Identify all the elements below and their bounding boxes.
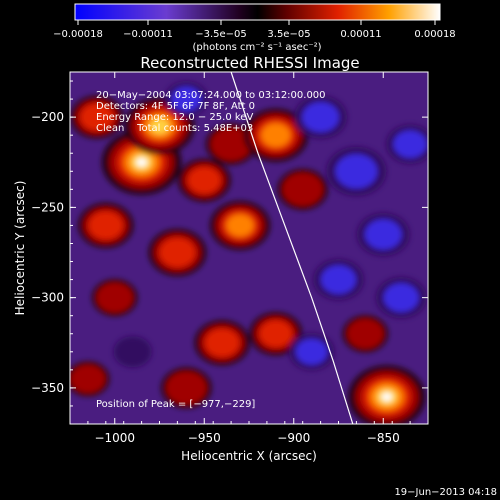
heatmap-blob [210, 200, 270, 250]
heatmap-blob [70, 95, 124, 139]
x-tick-label: −950 [188, 431, 221, 445]
colorbar-tick-label: 3.5e−05 [267, 29, 310, 40]
heatmap-blob [161, 367, 212, 409]
heatmap-blob [194, 320, 250, 366]
y-axis-label: Heliocentric Y (arcsec) [13, 181, 27, 316]
colorbar-unit-label: (photons cm⁻² s⁻¹ asec⁻²) [192, 42, 321, 53]
footer-date: 19−Jun−2013 04:18 [394, 487, 497, 498]
heatmap-blob [288, 333, 335, 371]
y-tick-label: −300 [31, 291, 64, 305]
heatmap-blob [78, 202, 134, 248]
heatmap-blob [376, 277, 427, 319]
heatmap-blob [177, 158, 231, 202]
heatmap-blob [313, 259, 364, 301]
colorbar [75, 4, 440, 20]
colorbar-tick-label: −0.00018 [53, 29, 103, 40]
heatmap-blob [326, 146, 387, 196]
y-tick-label: −250 [31, 200, 64, 214]
heatmap-blob [348, 365, 426, 424]
annotation-peak-position: Position of Peak = [−977,−229] [96, 399, 255, 410]
heatmap-blob [243, 108, 309, 162]
x-tick-label: −900 [277, 431, 310, 445]
heatmap-blob [249, 312, 303, 356]
heatmap-blob [164, 81, 208, 117]
annotation-time-range: 20−May−2004 03:07:24.000 to 03:12:00.000 [96, 90, 326, 101]
solar-limb-curve [230, 72, 354, 424]
heatmap-blob [113, 336, 152, 368]
x-tick-label: −850 [367, 431, 400, 445]
heatmap-blob [92, 279, 138, 317]
colorbar-tick-label: −0.00011 [123, 29, 173, 40]
colorbar-tick-label: 0.00011 [340, 29, 381, 40]
colorbar-tick-label: −3.5e−05 [195, 29, 247, 40]
chart-title: Reconstructed RHESSI Image [140, 54, 359, 72]
x-axis-label: Heliocentric X (arcsec) [181, 449, 317, 463]
y-tick-label: −200 [31, 110, 64, 124]
x-axis-ticks: −1000 −950 −900 −850 [69, 72, 429, 445]
annotation-clean: Clean Total counts: 5.48E+03 [96, 123, 253, 134]
y-axis-ticks: −200 −250 −300 −350 [31, 80, 428, 425]
heatmap-blob [356, 212, 410, 256]
heatmap-blob [386, 124, 428, 164]
heatmap-blob [277, 168, 328, 210]
annotation-energy-range: Energy Range: 12.0 − 25.0 keV [96, 112, 253, 123]
heatmap-blob [148, 229, 207, 277]
heatmap-blobs [70, 81, 428, 424]
annotation-detectors: Detectors: 4F 5F 6F 7F 8F, Att 0 [96, 101, 255, 112]
colorbar-tick-label: 0.00018 [414, 29, 455, 40]
x-tick-label: −1000 [94, 431, 135, 445]
heatmap-blob [70, 361, 110, 397]
colorbar-ticks: −0.00018 −0.00011 −3.5e−05 3.5e−05 0.00011 0.… [53, 20, 456, 40]
heatmap-blob [342, 315, 389, 353]
y-tick-label: −350 [31, 381, 64, 395]
heatmap-blob [294, 95, 347, 139]
